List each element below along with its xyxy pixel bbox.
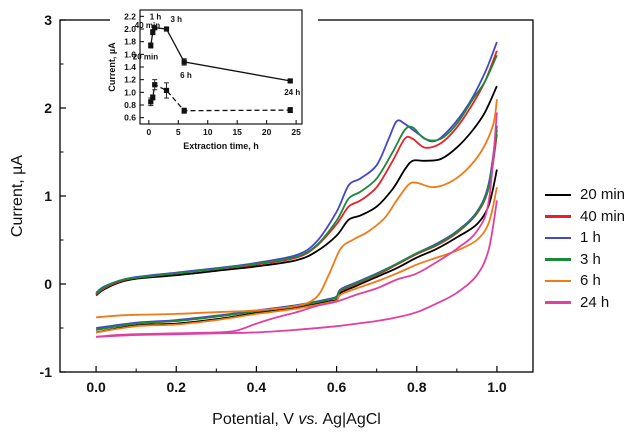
legend-item: 6 h [545, 270, 633, 292]
y-tick-label: 2 [44, 100, 52, 116]
series-line-forward [96, 99, 498, 319]
x-tick-label: 0.4 [247, 379, 267, 395]
inset-plot: 0.6 0.8 1.0 1.2 1.4 1.6 1.8 2.0 2.2 0 5 10 15 20 25 Cur… [107, 8, 318, 156]
inset-y-axis-title: Current, µA [107, 42, 117, 92]
inset-point [163, 87, 170, 94]
inset-point [150, 94, 156, 100]
inset-y-tick-label: 2.2 [124, 11, 136, 21]
legend-label: 6 h [580, 272, 601, 290]
series-line-forward [95, 54, 498, 295]
legend: 20 min 40 min 1 h 3 h 6 h 24 h [545, 184, 633, 313]
inset-y-tick-label: 0.8 [124, 100, 136, 110]
legend-label: 3 h [580, 250, 601, 268]
inset-point [181, 59, 187, 65]
inset-x-tick-label: 15 [232, 127, 242, 137]
inset-point [150, 29, 156, 35]
legend-label: 20 min [580, 186, 626, 204]
inset-point-label: 1 h [150, 13, 162, 22]
inset-point-label: 24 h [284, 88, 300, 97]
legend-label: 24 h [580, 293, 610, 311]
legend-label: 1 h [580, 229, 601, 247]
series-line-forward [95, 41, 498, 294]
inset-y-tick-label: 1.0 [124, 87, 136, 97]
inset-x-axis-title: Extraction time, h [183, 141, 259, 151]
inset-x-tick-label: 20 [262, 127, 272, 137]
x-axis-title-part: Ag|AgCl [319, 411, 381, 428]
series-3-h [95, 54, 498, 331]
inset-y-tick-label: 2.0 [124, 24, 136, 34]
series-24-h [96, 112, 498, 338]
inset-y-tick-label: 1.2 [124, 75, 136, 85]
inset-point-label: 3 h [171, 15, 183, 24]
inset-point-label: 40 min [135, 21, 160, 30]
legend-item: 20 min [545, 184, 633, 206]
inset-point [152, 25, 158, 31]
legend-item: 40 min [545, 206, 633, 228]
legend-swatch [545, 258, 571, 261]
inset-y-tick-label: 0.6 [124, 113, 136, 123]
legend-item: 3 h [545, 249, 633, 271]
inset-y-tick-label: 1.6 [124, 49, 136, 59]
inset-point [163, 26, 170, 32]
series-line-reverse [95, 129, 498, 331]
inset-point-label: 6 h [180, 71, 192, 80]
legend-swatch [545, 301, 571, 304]
inset-point [181, 108, 187, 114]
inset-background [110, 8, 318, 156]
inset-point [287, 107, 293, 113]
x-axis-title-part: Potential, V [212, 411, 298, 428]
inset-point-label: 20 min [133, 52, 158, 61]
legend-swatch [545, 215, 571, 218]
inset-point [152, 82, 158, 88]
x-axis-title: Potential, V vs. Ag|AgCl [212, 411, 381, 428]
x-axis-title-part: vs. [298, 411, 318, 428]
inset-y-tick-label: 1.8 [124, 37, 136, 47]
y-tick-label: 1 [44, 188, 52, 204]
legend-label: 40 min [580, 207, 626, 225]
inset-y-tick-label: 1.4 [124, 62, 136, 72]
legend-swatch [545, 193, 571, 196]
series-line-reverse [95, 187, 498, 334]
series-line-forward [95, 85, 498, 297]
y-tick-label: -1 [40, 364, 53, 380]
legend-swatch [545, 279, 571, 282]
main-plot: -1 0 1 2 3 0.0 0.2 0.4 0.6 0.8 1.0 Current, µA Poten… [9, 12, 534, 428]
inset-x-tick-label: 10 [203, 127, 213, 137]
series-line-reverse [96, 200, 498, 338]
y-tick-label: 0 [44, 276, 52, 292]
x-tick-label: 0.6 [327, 379, 347, 395]
y-axis-title: Current, µA [9, 155, 26, 237]
legend-item: 1 h [545, 227, 633, 249]
x-tick-label: 1.0 [487, 379, 507, 395]
inset-point [148, 99, 154, 105]
inset-point [148, 42, 154, 49]
inset-point [287, 78, 293, 84]
x-tick-label: 0.0 [86, 379, 106, 395]
inset-x-tick-label: 0 [146, 127, 151, 137]
inset-x-tick-label: 5 [176, 127, 181, 137]
inset-x-tick-label: 25 [291, 127, 301, 137]
inset-series-dashed [148, 79, 293, 114]
x-tick-label: 0.2 [167, 379, 187, 395]
legend-swatch [545, 236, 571, 239]
series-6-h [95, 99, 498, 334]
y-tick-label: 3 [44, 12, 52, 28]
x-tick-label: 0.8 [407, 379, 427, 395]
legend-item: 24 h [545, 292, 633, 314]
